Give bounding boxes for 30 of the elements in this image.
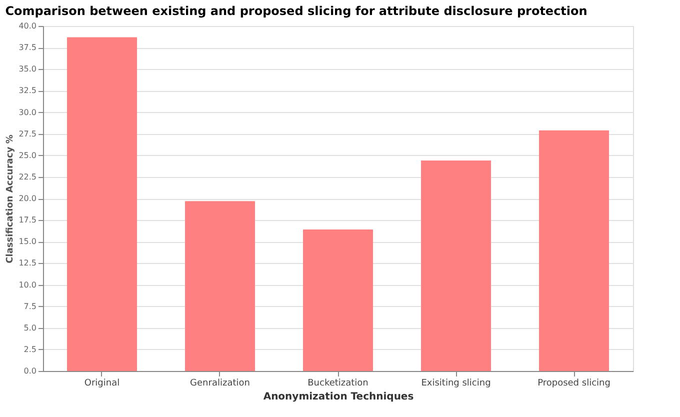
y-tick-label: 5.0	[24, 323, 36, 332]
y-tick-label: 30.0	[18, 108, 36, 117]
y-tick-label: 12.5	[18, 258, 36, 268]
y-tick-label: 17.5	[18, 216, 36, 225]
y-tick-label: 7.5	[24, 302, 36, 311]
x-tick-label: Bucketization	[308, 378, 368, 388]
x-axis-title: Anonymization Techniques	[263, 392, 414, 402]
y-tick-label: 20.0	[18, 194, 36, 203]
y-tick-label: 40.0	[18, 22, 36, 30]
y-tick-label: 2.5	[24, 344, 36, 354]
chart-title: Comparison between existing and proposed slicing for attribute disclosure protection	[5, 4, 588, 18]
bar	[303, 230, 373, 371]
y-tick-label: 32.5	[18, 86, 36, 96]
y-tick-label: 22.5	[18, 172, 36, 182]
bar	[185, 201, 255, 371]
x-tick-label: Proposed slicing	[538, 378, 610, 388]
y-tick-label: 27.5	[18, 129, 36, 138]
x-tick-label: Exisiting slicing	[421, 378, 491, 388]
bar	[539, 130, 609, 371]
x-tick-label: Genralization	[190, 378, 250, 388]
bar	[421, 160, 491, 371]
y-axis-title: Classification Accuracy %	[6, 134, 16, 264]
y-tick-label: 10.0	[18, 280, 36, 290]
x-tick-label: Original	[84, 378, 120, 388]
bar	[67, 37, 137, 371]
y-tick-label: 35.0	[18, 64, 36, 74]
y-tick-label: 25.0	[18, 150, 36, 160]
y-tick-label: 37.5	[18, 43, 36, 52]
y-tick-label: 0.0	[24, 366, 36, 376]
y-tick-label: 15.0	[18, 237, 36, 246]
